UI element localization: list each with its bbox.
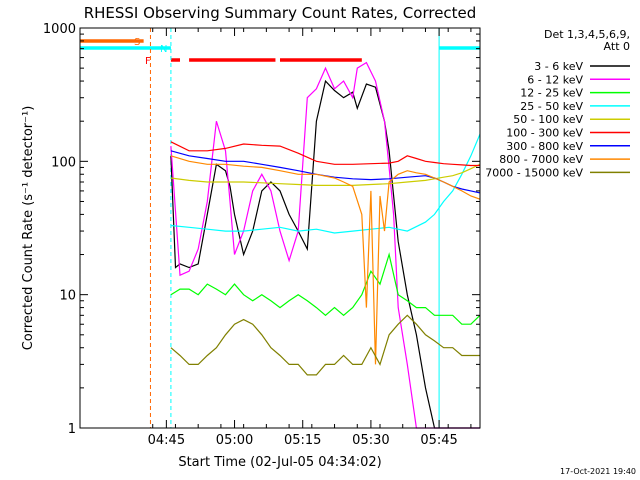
flag-label-f: F	[145, 56, 151, 67]
x-axis-label: Start Time (02-Jul-05 04:34:02)	[178, 455, 381, 470]
x-tick-label: 05:45	[420, 433, 457, 448]
x-tick-label: 05:00	[216, 433, 253, 448]
x-tick-label: 05:15	[284, 433, 321, 448]
chart-title: RHESSI Observing Summary Count Rates, Co…	[84, 4, 477, 22]
legend-label-7000-15000-kev: 7000 - 15000 keV	[485, 166, 583, 179]
series-line-25-50-kev	[170, 133, 481, 234]
y-tick-label: 10	[59, 289, 76, 304]
series-line-7000-15000-kev	[170, 314, 480, 376]
flag-label-s: S	[134, 37, 140, 48]
legend-label-12-25-kev: 12 - 25 keV	[520, 87, 583, 100]
legend-label-3-6-kev: 3 - 6 keV	[534, 60, 583, 73]
legend-label-25-50-kev: 25 - 50 keV	[520, 100, 583, 113]
legend-label-6-12-kev: 6 - 12 keV	[527, 73, 583, 86]
y-tick-label: 1	[68, 422, 76, 437]
plot-area	[80, 28, 480, 428]
x-tick-label: 05:30	[352, 433, 389, 448]
axes: 04:45 05:00 05:15 05:30 05:45 1 10 100 1000	[43, 22, 481, 448]
series-lines	[170, 61, 481, 429]
plot-frame	[79, 27, 481, 429]
legend-label-100-300-kev: 100 - 300 keV	[506, 127, 583, 140]
series-line-12-25-kev	[170, 252, 481, 325]
series-line-100-300-kev	[170, 141, 480, 167]
legend-header-line2: Att 0	[604, 40, 630, 53]
y-tick-label: 1000	[43, 22, 76, 37]
flag-bars: S NF	[80, 37, 480, 67]
legend-label-800-7000-kev: 800 - 7000 keV	[499, 153, 583, 166]
y-axis-label: Corrected Count Rate (s⁻¹ detector⁻¹)	[21, 106, 36, 351]
x-tick-label: 04:45	[148, 433, 185, 448]
series-line-50-100-kev	[170, 163, 481, 186]
legend-label-50-100-kev: 50 - 100 keV	[513, 113, 583, 126]
footer-timestamp: 17-Oct-2021 19:40	[560, 467, 636, 476]
y-tick-label: 100	[51, 155, 76, 170]
series-line-800-7000-kev	[170, 155, 481, 365]
legend-label-300-800-kev: 300 - 800 keV	[506, 140, 583, 153]
flag-label-n: N	[160, 44, 167, 55]
legend-header-line1: Det 1,3,4,5,6,9,	[544, 28, 630, 41]
plot-background	[80, 28, 480, 428]
